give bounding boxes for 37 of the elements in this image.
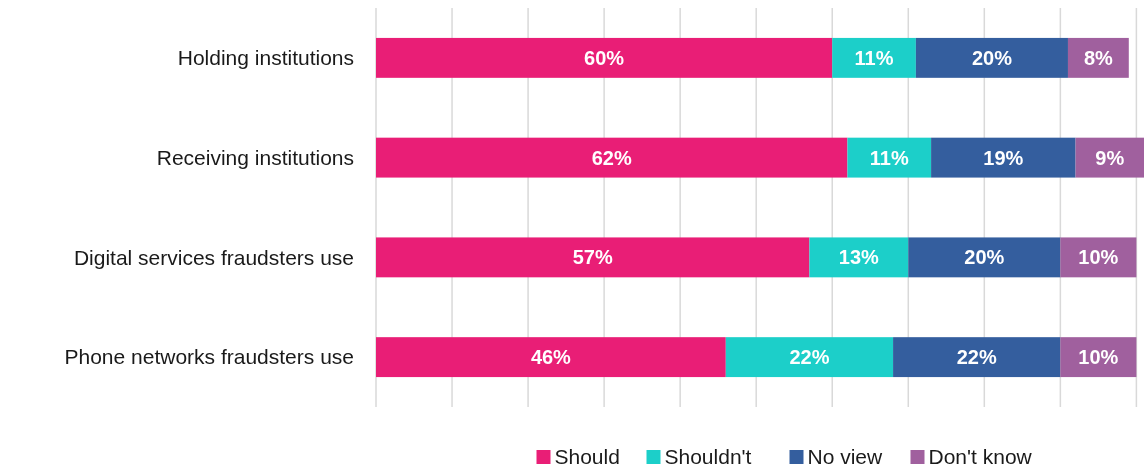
bar bbox=[725, 337, 894, 378]
bar bbox=[893, 337, 1061, 378]
bar bbox=[908, 237, 1061, 278]
bar bbox=[847, 137, 932, 178]
data-label: 57% bbox=[572, 246, 613, 269]
legend-label: No view bbox=[807, 445, 884, 469]
data-label: 20% bbox=[964, 246, 1005, 269]
legend-label: Shouldn't bbox=[664, 445, 752, 469]
bar bbox=[931, 137, 1076, 178]
data-label: 8% bbox=[1083, 46, 1114, 69]
data-label: 60% bbox=[584, 46, 625, 69]
data-label: 22% bbox=[789, 346, 830, 369]
y-tick-label: Receiving institutions bbox=[156, 145, 354, 169]
legend-label: Don't know bbox=[928, 445, 1033, 469]
data-label: 13% bbox=[838, 246, 880, 269]
y-tick-label: Holding institutions bbox=[177, 46, 354, 70]
bar bbox=[376, 37, 833, 78]
data-label: 62% bbox=[591, 146, 632, 169]
data-label: 46% bbox=[530, 346, 572, 369]
bar bbox=[832, 37, 916, 78]
data-label: 20% bbox=[971, 46, 1013, 69]
data-label: 10% bbox=[1078, 346, 1119, 369]
legend-label: Should bbox=[554, 445, 620, 469]
data-label: 10% bbox=[1078, 246, 1119, 269]
bar bbox=[376, 337, 726, 378]
data-label: 11% bbox=[854, 46, 894, 69]
bar bbox=[809, 237, 909, 278]
y-tick-label: Digital services fraudsters use bbox=[73, 245, 354, 269]
y-tick-label: Phone networks fraudsters use bbox=[64, 345, 354, 369]
bar bbox=[376, 137, 848, 178]
bar bbox=[915, 37, 1068, 78]
bar bbox=[1075, 137, 1144, 178]
data-label: 22% bbox=[956, 346, 997, 369]
bar bbox=[376, 237, 810, 278]
data-label: 11% bbox=[869, 146, 909, 169]
data-label: 9% bbox=[1095, 146, 1125, 169]
data-label: 19% bbox=[983, 146, 1024, 169]
